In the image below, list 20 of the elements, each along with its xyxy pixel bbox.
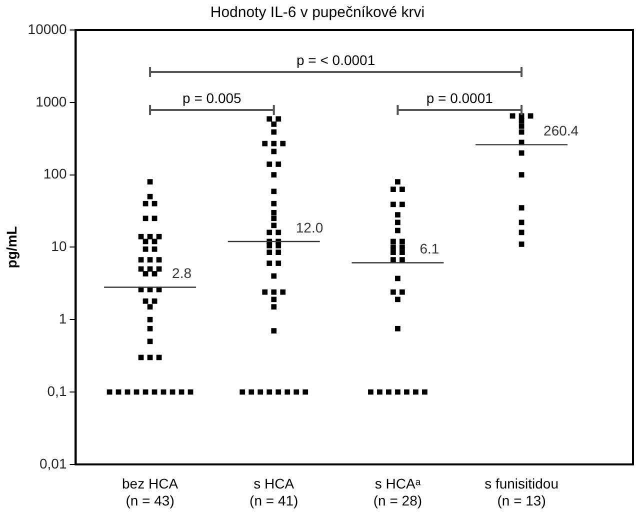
- annotation: 6.1: [420, 240, 440, 257]
- x-tick-label: s HCAᵃ (n = 28): [373, 476, 422, 508]
- y-tick-label: 100: [43, 166, 67, 182]
- annotation: 2.8: [172, 265, 192, 282]
- annotation: p = < 0.0001: [296, 52, 376, 68]
- y-tick-label: 10000: [28, 20, 67, 37]
- annotation: 12.0: [296, 219, 324, 236]
- annotation: p = 0.0001: [426, 90, 494, 106]
- y-tick-label: 1: [58, 310, 67, 326]
- y-tick-label: 0,01: [39, 455, 67, 472]
- annotation: 260.4: [544, 122, 579, 139]
- x-tick-label: bez HCA (n = 43): [122, 476, 179, 508]
- y-tick-label: 10: [51, 238, 67, 254]
- y-axis-title: pg/mL: [3, 226, 20, 268]
- y-tick-label: 0,1: [47, 382, 67, 399]
- annotation: p = 0.005: [182, 90, 242, 106]
- x-tick-label: s HCA (n = 41): [250, 476, 298, 508]
- y-tick-label: 1000: [36, 93, 67, 110]
- x-tick-label: s funisitidou (n = 13): [484, 476, 559, 508]
- chart-title: Hodnoty IL-6 v pupečníkové krvi: [210, 4, 425, 22]
